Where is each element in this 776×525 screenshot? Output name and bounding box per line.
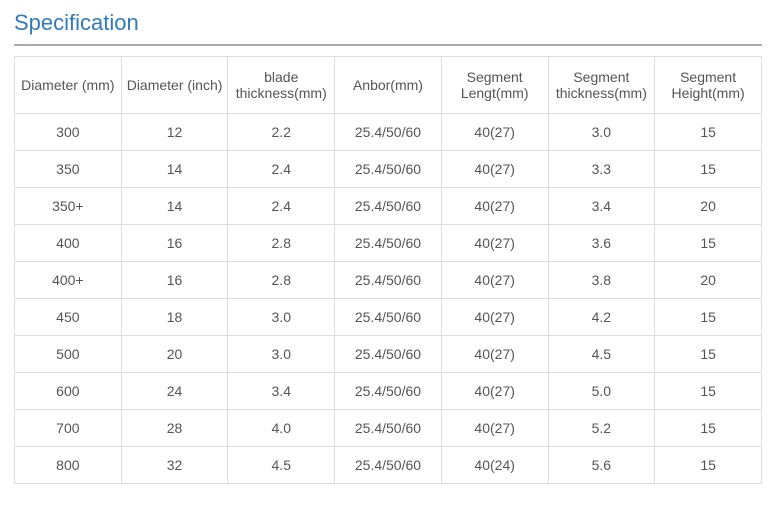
table-cell: 3.4 [548, 188, 655, 225]
table-cell: 25.4/50/60 [335, 299, 442, 336]
table-cell: 700 [15, 410, 122, 447]
table-cell: 40(27) [441, 114, 548, 151]
table-cell: 15 [655, 373, 762, 410]
table-cell: 3.0 [228, 299, 335, 336]
table-cell: 500 [15, 336, 122, 373]
table-row: 400162.825.4/50/6040(27)3.615 [15, 225, 762, 262]
table-cell: 14 [121, 151, 228, 188]
table-cell: 2.8 [228, 262, 335, 299]
table-row: 350142.425.4/50/6040(27)3.315 [15, 151, 762, 188]
spec-table: Diameter (mm) Diameter (inch) blade thic… [14, 56, 762, 484]
table-cell: 3.8 [548, 262, 655, 299]
table-cell: 40(27) [441, 151, 548, 188]
table-cell: 3.0 [228, 336, 335, 373]
table-cell: 25.4/50/60 [335, 188, 442, 225]
col-header: Diameter (inch) [121, 57, 228, 114]
table-cell: 40(27) [441, 336, 548, 373]
table-cell: 25.4/50/60 [335, 114, 442, 151]
table-row: 700284.025.4/50/6040(27)5.215 [15, 410, 762, 447]
table-cell: 40(27) [441, 410, 548, 447]
table-cell: 40(27) [441, 188, 548, 225]
col-header: Anbor(mm) [335, 57, 442, 114]
table-cell: 3.0 [548, 114, 655, 151]
table-cell: 15 [655, 225, 762, 262]
table-cell: 4.0 [228, 410, 335, 447]
table-cell: 15 [655, 336, 762, 373]
table-cell: 400 [15, 225, 122, 262]
table-row: 350+142.425.4/50/6040(27)3.420 [15, 188, 762, 225]
table-cell: 32 [121, 447, 228, 484]
table-cell: 20 [655, 188, 762, 225]
table-cell: 400+ [15, 262, 122, 299]
col-header: blade thickness(mm) [228, 57, 335, 114]
table-cell: 40(24) [441, 447, 548, 484]
table-row: 400+162.825.4/50/6040(27)3.820 [15, 262, 762, 299]
table-cell: 24 [121, 373, 228, 410]
table-cell: 18 [121, 299, 228, 336]
table-row: 300122.225.4/50/6040(27)3.015 [15, 114, 762, 151]
col-header: Diameter (mm) [15, 57, 122, 114]
col-header: Segment thickness(mm) [548, 57, 655, 114]
table-cell: 4.5 [228, 447, 335, 484]
table-cell: 15 [655, 410, 762, 447]
table-cell: 25.4/50/60 [335, 447, 442, 484]
col-header: Segment Height(mm) [655, 57, 762, 114]
table-cell: 28 [121, 410, 228, 447]
table-cell: 300 [15, 114, 122, 151]
table-cell: 15 [655, 151, 762, 188]
table-cell: 25.4/50/60 [335, 262, 442, 299]
table-cell: 4.2 [548, 299, 655, 336]
table-cell: 40(27) [441, 225, 548, 262]
page-title: Specification [14, 10, 762, 46]
table-cell: 16 [121, 262, 228, 299]
table-cell: 15 [655, 299, 762, 336]
table-cell: 20 [655, 262, 762, 299]
table-cell: 4.5 [548, 336, 655, 373]
table-cell: 3.3 [548, 151, 655, 188]
table-row: 800324.525.4/50/6040(24)5.615 [15, 447, 762, 484]
table-cell: 450 [15, 299, 122, 336]
table-cell: 40(27) [441, 373, 548, 410]
table-cell: 350+ [15, 188, 122, 225]
table-body: 300122.225.4/50/6040(27)3.015350142.425.… [15, 114, 762, 484]
table-cell: 2.4 [228, 188, 335, 225]
table-cell: 16 [121, 225, 228, 262]
table-cell: 25.4/50/60 [335, 373, 442, 410]
col-header: Segment Lengt(mm) [441, 57, 548, 114]
table-cell: 25.4/50/60 [335, 410, 442, 447]
table-cell: 25.4/50/60 [335, 336, 442, 373]
table-cell: 12 [121, 114, 228, 151]
table-cell: 40(27) [441, 299, 548, 336]
table-row: 500203.025.4/50/6040(27)4.515 [15, 336, 762, 373]
table-cell: 3.4 [228, 373, 335, 410]
table-cell: 5.2 [548, 410, 655, 447]
table-cell: 5.0 [548, 373, 655, 410]
table-cell: 5.6 [548, 447, 655, 484]
table-cell: 15 [655, 114, 762, 151]
table-cell: 15 [655, 447, 762, 484]
table-cell: 40(27) [441, 262, 548, 299]
table-cell: 350 [15, 151, 122, 188]
table-cell: 14 [121, 188, 228, 225]
table-header-row: Diameter (mm) Diameter (inch) blade thic… [15, 57, 762, 114]
table-cell: 2.8 [228, 225, 335, 262]
table-cell: 800 [15, 447, 122, 484]
table-row: 600243.425.4/50/6040(27)5.015 [15, 373, 762, 410]
table-cell: 2.2 [228, 114, 335, 151]
table-cell: 3.6 [548, 225, 655, 262]
table-cell: 600 [15, 373, 122, 410]
table-row: 450183.025.4/50/6040(27)4.215 [15, 299, 762, 336]
table-cell: 20 [121, 336, 228, 373]
table-cell: 25.4/50/60 [335, 225, 442, 262]
table-cell: 25.4/50/60 [335, 151, 442, 188]
table-cell: 2.4 [228, 151, 335, 188]
